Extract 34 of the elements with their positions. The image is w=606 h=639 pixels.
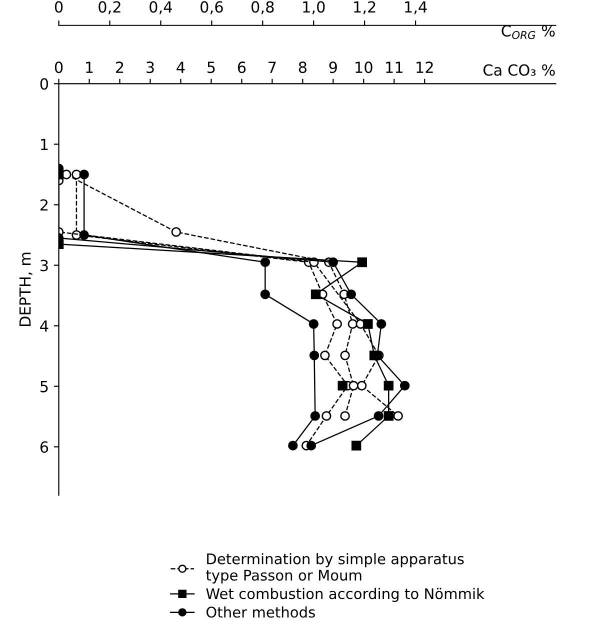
x-tick-label: 7 bbox=[268, 62, 276, 73]
x2-tick-label: 1,2 bbox=[354, 1, 376, 14]
x-tick-label: 10 bbox=[356, 62, 372, 74]
x-tick-label: 8 bbox=[298, 62, 306, 74]
y-tick-label: 0 bbox=[40, 78, 48, 90]
x-tick-label: 0 bbox=[54, 62, 63, 74]
y-tick-label: 5 bbox=[40, 380, 48, 392]
x2-tick-label: 0,8 bbox=[252, 1, 274, 14]
legend-label: Wet combustion according to Nömmik bbox=[206, 588, 484, 602]
x-tick-label: 12 bbox=[416, 62, 433, 73]
x-tick-label: 3 bbox=[146, 62, 154, 74]
y-axis-title: DEPTH, m bbox=[19, 252, 32, 326]
legend-label: Other methods bbox=[206, 606, 315, 618]
x2-tick-label: 0,4 bbox=[150, 1, 172, 14]
y-tick-label: 6 bbox=[40, 441, 48, 453]
x-tick-label: 9 bbox=[329, 62, 337, 74]
x-axis-title: Ca CO₃ % bbox=[483, 64, 555, 76]
x2-axis-title: C$_{ORG}$ % bbox=[502, 25, 555, 40]
y-tick-label: 1 bbox=[41, 138, 48, 150]
x-tick-label: 11 bbox=[386, 62, 402, 73]
y-tick-label: 2 bbox=[40, 199, 48, 211]
x2-tick-label: 0,2 bbox=[98, 1, 120, 14]
x-tick-label: 5 bbox=[208, 62, 215, 74]
x2-tick-label: 0 bbox=[54, 1, 63, 13]
x-tick-label: 2 bbox=[116, 62, 124, 73]
x2-tick-label: 1,4 bbox=[405, 1, 427, 14]
legend-label: Determination by simple apparatus type Passon or Moum bbox=[206, 553, 464, 584]
x2-tick-label: 0,6 bbox=[200, 1, 223, 14]
x-tick-label: 1 bbox=[86, 62, 93, 73]
x-tick-label: 4 bbox=[176, 62, 185, 73]
y-tick-label: 4 bbox=[40, 320, 48, 332]
y-tick-label: 3 bbox=[40, 260, 48, 272]
x2-tick-label: 1,0 bbox=[303, 1, 325, 14]
x-tick-label: 6 bbox=[238, 62, 246, 74]
